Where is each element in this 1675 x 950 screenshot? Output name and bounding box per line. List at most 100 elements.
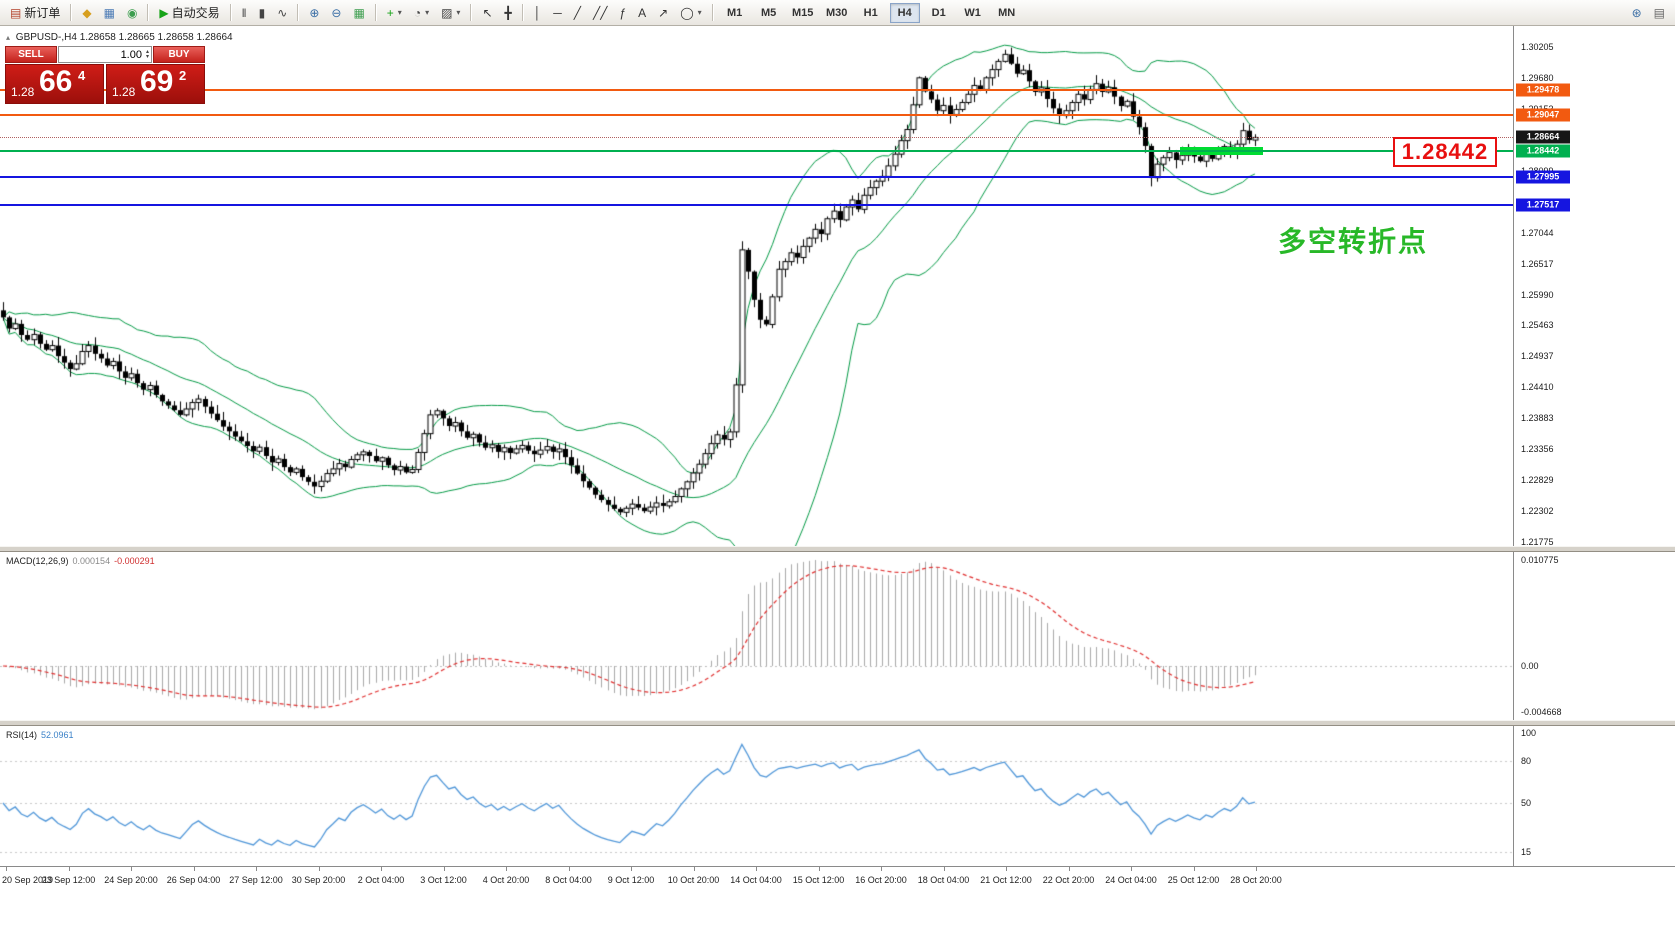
time-axis-label: 14 Oct 04:00 xyxy=(730,875,782,885)
lot-increase-button[interactable]: ▴ xyxy=(145,48,149,55)
timeframe-m5[interactable]: M5 xyxy=(761,6,777,19)
zoom-out-button[interactable]: ⊖ xyxy=(326,2,346,24)
annotation-text[interactable]: 多空转折点 xyxy=(1278,225,1429,258)
time-axis-tick xyxy=(318,867,320,871)
market-watch-icon: ◆ xyxy=(82,5,92,20)
zoom-in-button[interactable]: ⊕ xyxy=(304,2,324,24)
templates-button[interactable]: ▨ ▾ xyxy=(436,2,465,24)
buy-button[interactable]: BUY xyxy=(153,46,205,63)
time-axis-tick xyxy=(1068,867,1070,871)
time-axis-label: 3 Oct 12:00 xyxy=(420,875,467,885)
timeframe-w1[interactable]: W1 xyxy=(964,6,981,19)
timeframe-mn[interactable]: MN xyxy=(998,6,1016,19)
new-order-button[interactable]: ▤ 新订单 xyxy=(5,2,65,24)
pane-splitter-2[interactable] xyxy=(0,720,1675,726)
timeframe-m30[interactable]: M30 xyxy=(825,6,848,19)
timeframe-m1[interactable]: M1 xyxy=(727,6,743,19)
market-watch-button[interactable]: ◆ xyxy=(77,2,96,24)
support-line-2[interactable] xyxy=(0,203,1513,206)
vertical-line-button[interactable]: │ xyxy=(529,2,547,24)
price-axis-tick: 1.27044 xyxy=(1521,227,1554,238)
resistance-line-1[interactable] xyxy=(0,88,1513,91)
macd-axis-tick: -0.004668 xyxy=(1521,707,1562,717)
rsi-axis-tick: 15 xyxy=(1521,847,1532,857)
data-window-icon: ▦ xyxy=(103,5,115,20)
lot-size-field: ▴ ▾ xyxy=(58,46,152,63)
line-chart-icon: ∿ xyxy=(277,5,288,20)
rsi-axis-tick: 50 xyxy=(1521,798,1532,808)
navigator-icon: ◉ xyxy=(126,5,138,20)
timeframe-h1[interactable]: H1 xyxy=(863,6,878,19)
price-axis-tick: 1.29680 xyxy=(1521,72,1554,83)
rsi-canvas[interactable] xyxy=(0,726,1513,866)
autotrade-button[interactable]: ▶ 自动交易 xyxy=(154,2,224,24)
price-callout[interactable]: 1.28442 xyxy=(1393,137,1497,167)
time-axis-label: 23 Sep 12:00 xyxy=(41,875,96,885)
periods-icon: ◔ xyxy=(413,5,422,20)
arrows-button[interactable]: ↗ xyxy=(653,2,673,24)
shapes-button[interactable]: ◯ ▾ xyxy=(675,2,706,24)
periods-button[interactable]: ◔ ▾ xyxy=(409,2,434,24)
crosshair-button[interactable]: ╋ xyxy=(500,2,517,24)
support-line-2-tag: 1.27517 xyxy=(1516,198,1570,212)
channel-button[interactable]: ╱╱ xyxy=(588,2,612,24)
lot-decrease-button[interactable]: ▾ xyxy=(145,53,149,60)
time-axis-tick xyxy=(256,867,257,871)
sell-button[interactable]: SELL xyxy=(5,46,57,63)
time-axis-tick xyxy=(881,867,882,871)
timeframe-h4[interactable]: H4 xyxy=(889,2,920,23)
support-line-1-tag: 1.27995 xyxy=(1516,170,1570,184)
main-chart-pane[interactable]: ▴ GBPUSD-,H4 1.28658 1.28665 1.28658 1.2… xyxy=(0,26,1513,546)
lot-size-input[interactable] xyxy=(61,47,144,62)
macd-canvas[interactable] xyxy=(0,552,1513,720)
time-axis-tick xyxy=(68,867,70,871)
data-window-button[interactable]: ▦ xyxy=(99,2,120,24)
timeframe-m15[interactable]: M15 xyxy=(791,6,814,19)
rsi-pane[interactable]: RSI(14) 52.0961 xyxy=(0,726,1513,866)
bar-chart-button[interactable]: ‖ xyxy=(237,2,252,24)
search-button[interactable]: ⊛ xyxy=(1627,2,1647,24)
current-price-tag: 1.28664 xyxy=(1516,130,1570,144)
time-axis-label: 21 Oct 12:00 xyxy=(980,875,1032,885)
news-icon: ▤ xyxy=(1653,5,1665,20)
time-axis-tick xyxy=(443,867,445,871)
chevron-down-icon: ▾ xyxy=(397,8,402,17)
symbol-ohlc-text: GBPUSD-,H4 1.28658 1.28665 1.28658 1.286… xyxy=(15,32,233,43)
macd-pane[interactable]: MACD(12,26,9) 0.000154 -0.000291 xyxy=(0,552,1513,720)
buy-price-display[interactable]: 1.28 69 2 xyxy=(106,64,205,104)
horizontal-line-button[interactable]: ─ xyxy=(548,2,567,24)
toolbar-separator xyxy=(229,4,232,21)
news-button[interactable]: ▤ xyxy=(1649,2,1670,24)
cursor-button[interactable]: ↖ xyxy=(477,2,497,24)
price-axis[interactable]: 1.302051.296801.291531.286261.280991.275… xyxy=(1513,26,1675,896)
pane-splitter-1[interactable] xyxy=(0,546,1675,552)
price-axis-tick: 1.23356 xyxy=(1521,444,1554,455)
price-axis-tick: 1.24937 xyxy=(1521,351,1554,362)
time-axis[interactable]: 20 Sep 2019 23 Sep 12:00 24 Sep 20:00 26 Se… xyxy=(0,866,1675,897)
toolbar-separator xyxy=(711,4,714,21)
cursor-icon: ↖ xyxy=(482,5,493,20)
indicators-button[interactable]: + ▾ xyxy=(382,2,407,24)
line-chart-button[interactable]: ∿ xyxy=(272,2,292,24)
pivot-line[interactable] xyxy=(0,149,1513,152)
candlestick-chart-button[interactable]: ▮ xyxy=(254,2,271,24)
time-axis-tick xyxy=(943,867,945,871)
rsi-axis-tick: 80 xyxy=(1521,756,1532,766)
macd-axis-tick: 0.010775 xyxy=(1521,555,1559,565)
sell-price-display[interactable]: 1.28 66 4 xyxy=(5,64,104,104)
toolbar-separator xyxy=(374,4,377,21)
collapse-panel-icon[interactable]: ▴ xyxy=(6,33,11,42)
resistance-line-2[interactable] xyxy=(0,113,1513,116)
time-axis-tick xyxy=(693,867,695,871)
tile-windows-button[interactable]: ▦ xyxy=(348,2,369,24)
time-axis-label: 24 Sep 20:00 xyxy=(104,875,158,885)
text-button[interactable]: A xyxy=(633,2,651,24)
trendline-button[interactable]: ╱ xyxy=(569,2,586,24)
navigator-button[interactable]: ◉ xyxy=(122,2,142,24)
support-line-1[interactable] xyxy=(0,175,1513,178)
price-chart-canvas[interactable] xyxy=(0,26,1513,546)
fibonacci-button[interactable]: ƒ xyxy=(614,2,631,24)
timeframe-d1[interactable]: D1 xyxy=(931,6,946,19)
toolbar-right-group: ⊛ ▤ xyxy=(1627,2,1670,24)
